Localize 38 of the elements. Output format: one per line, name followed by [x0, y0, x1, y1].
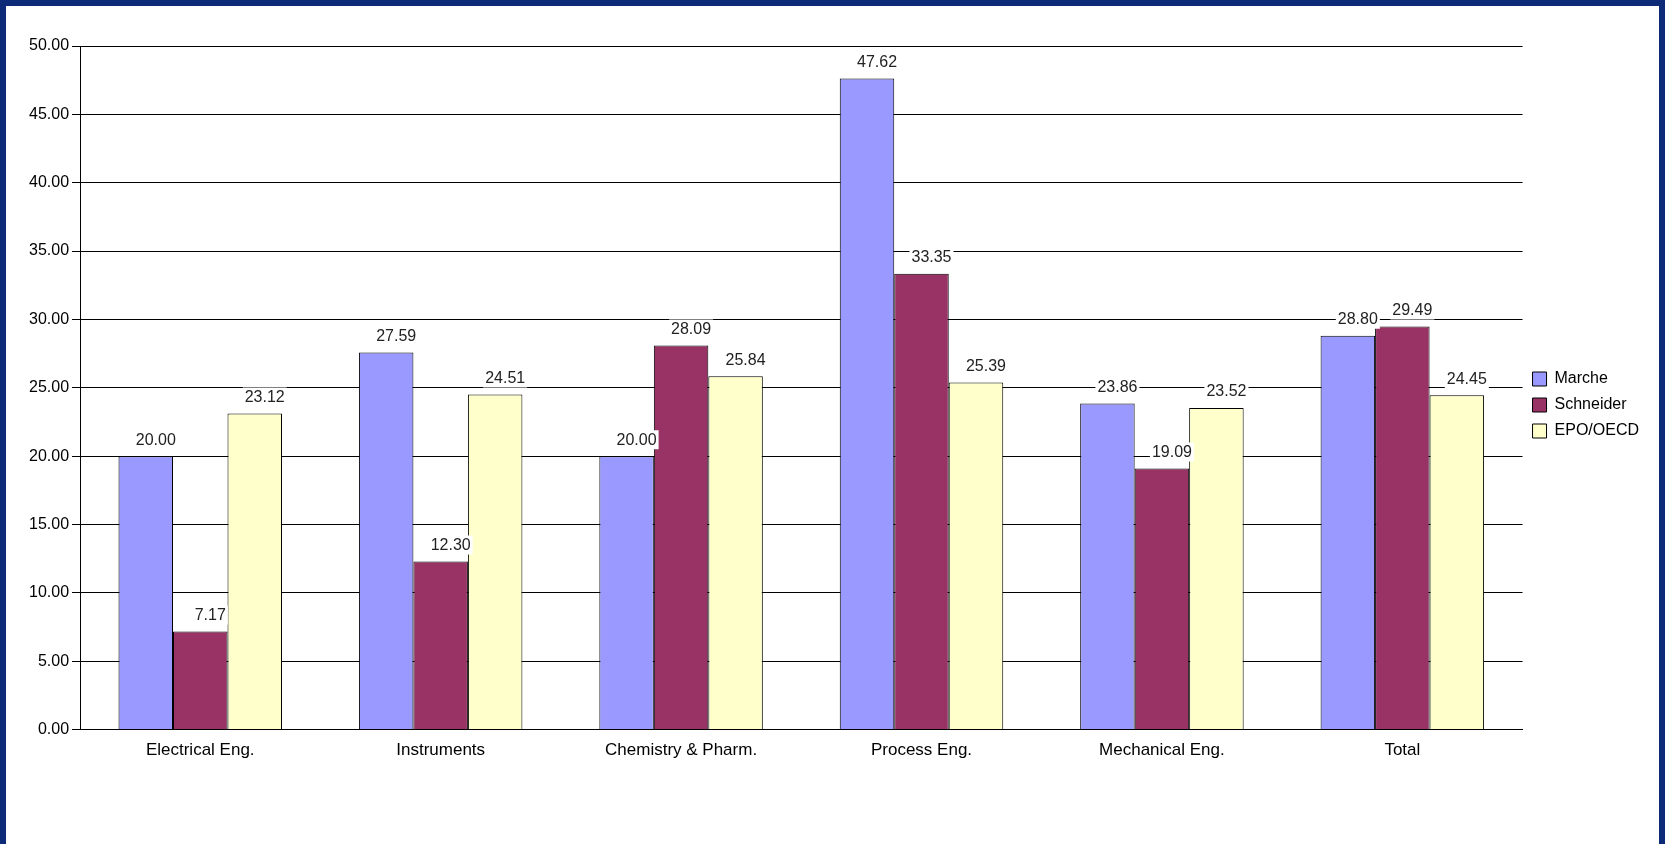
- x-tick-label: Electrical Eng.: [145, 740, 255, 760]
- data-label: 20.00: [616, 430, 657, 448]
- y-tick-label: 20.00: [28, 446, 70, 464]
- y-tick-label: 25.00: [28, 378, 70, 396]
- data-label: 25.84: [725, 350, 766, 368]
- data-label: 23.12: [244, 387, 285, 405]
- data-label: 28.09: [671, 319, 712, 337]
- data-label: 7.17: [194, 605, 226, 623]
- y-tick-label: 15.00: [28, 514, 70, 532]
- x-tick-label: Mechanical Eng.: [1099, 740, 1225, 760]
- data-label: 24.51: [485, 368, 526, 386]
- data-label: 27.59: [376, 326, 417, 344]
- legend-label: Schneider: [1554, 395, 1628, 413]
- x-tick-label: Chemistry & Pharm.: [605, 740, 758, 760]
- data-label: 19.09: [1151, 443, 1193, 461]
- data-label: 29.49: [1392, 300, 1433, 318]
- data-label: 23.52: [1206, 382, 1247, 400]
- legend-label: EPO/OECD: [1554, 421, 1640, 439]
- data-label: 25.39: [965, 356, 1007, 374]
- data-label: 33.35: [911, 248, 952, 266]
- data-label: 28.80: [1337, 310, 1378, 328]
- y-tick-label: 5.00: [37, 651, 70, 669]
- x-tick-label: Process Eng.: [870, 740, 973, 760]
- y-tick-label: 10.00: [28, 583, 70, 601]
- data-label: 24.45: [1446, 369, 1487, 387]
- y-tick-label: 30.00: [28, 309, 70, 327]
- y-tick-label: 35.00: [28, 241, 70, 259]
- x-tick-label: Instruments: [396, 740, 486, 760]
- data-label: 47.62: [856, 52, 898, 70]
- legend-label: Marche: [1554, 369, 1608, 387]
- data-label: 12.30: [430, 535, 471, 553]
- y-tick-label: 45.00: [28, 104, 70, 122]
- x-tick-label: Total: [1384, 740, 1421, 760]
- y-tick-label: 40.00: [28, 173, 70, 191]
- y-tick-label: 50.00: [28, 36, 70, 54]
- data-label: 20.00: [135, 430, 176, 448]
- y-tick-label: 0.00: [37, 720, 70, 738]
- data-label: 23.86: [1097, 377, 1138, 395]
